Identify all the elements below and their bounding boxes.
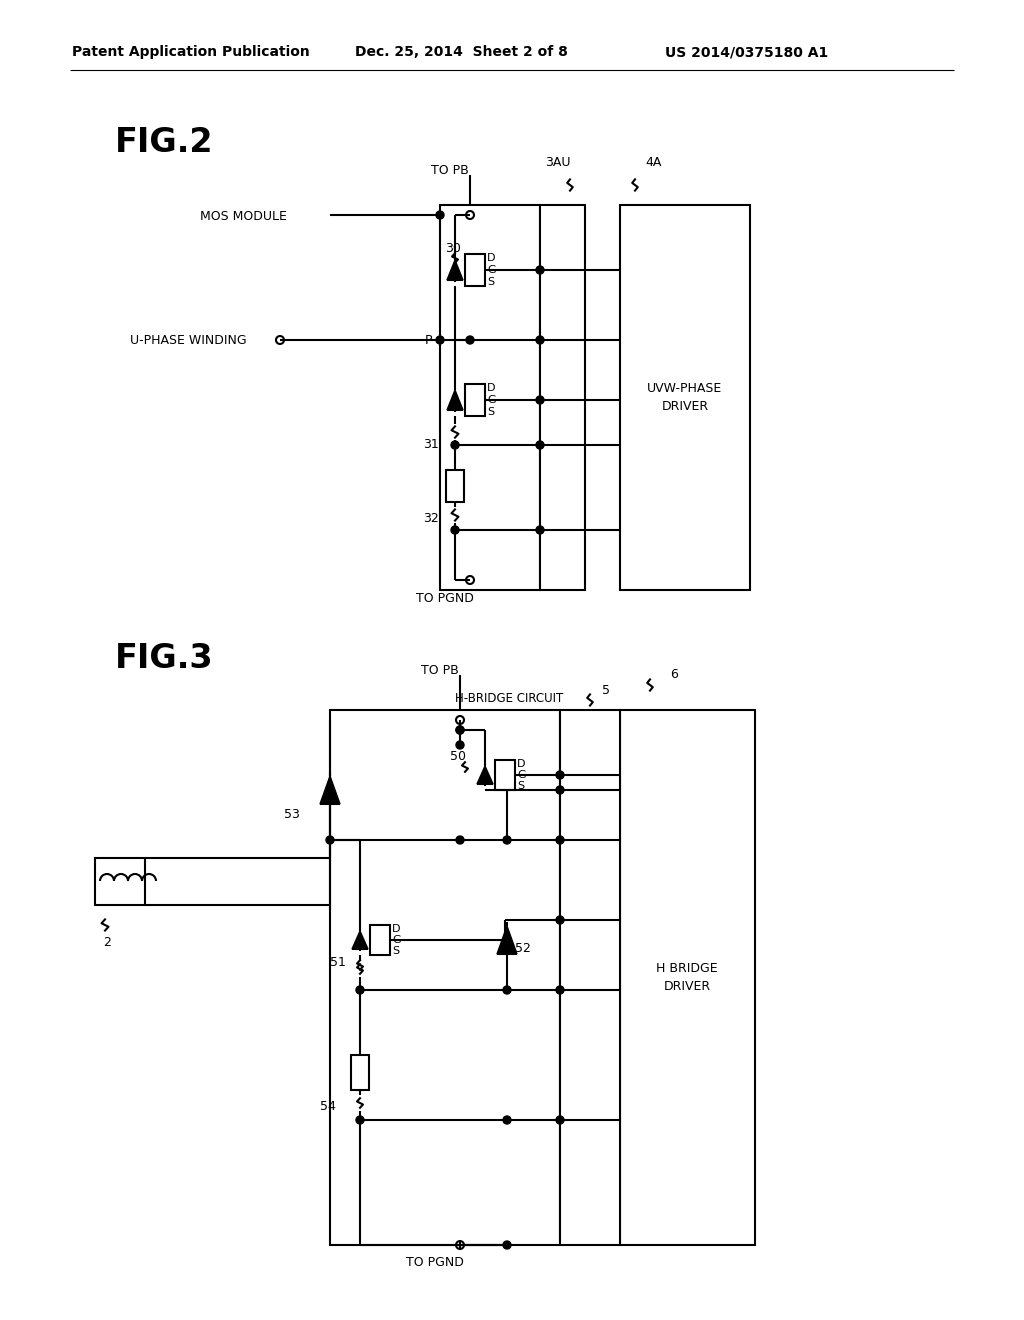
Text: TO PB: TO PB <box>431 164 469 177</box>
Text: 51: 51 <box>330 957 346 969</box>
Text: TO PGND: TO PGND <box>407 1257 464 1270</box>
Circle shape <box>326 836 334 843</box>
Text: 5: 5 <box>602 684 610 697</box>
Circle shape <box>451 525 459 535</box>
Polygon shape <box>477 766 493 784</box>
Bar <box>95 858 145 906</box>
Bar <box>370 925 390 954</box>
Bar <box>330 710 560 1245</box>
Bar <box>446 470 464 502</box>
Text: G: G <box>487 265 496 275</box>
Text: TO PB: TO PB <box>421 664 459 676</box>
Text: P: P <box>425 334 432 347</box>
Text: 31: 31 <box>423 437 438 450</box>
Circle shape <box>503 836 511 843</box>
Text: D: D <box>392 924 400 935</box>
Circle shape <box>556 986 564 994</box>
Text: 2: 2 <box>103 936 111 949</box>
Bar <box>620 710 755 1245</box>
Circle shape <box>456 836 464 843</box>
Bar <box>560 710 620 1245</box>
Text: UVW-PHASE: UVW-PHASE <box>647 383 723 396</box>
Bar <box>620 205 750 590</box>
Polygon shape <box>447 389 463 411</box>
Text: 53: 53 <box>284 808 300 821</box>
Circle shape <box>503 986 511 994</box>
Bar <box>465 253 485 286</box>
Text: US 2014/0375180 A1: US 2014/0375180 A1 <box>665 45 828 59</box>
Polygon shape <box>447 260 463 280</box>
Circle shape <box>536 396 544 404</box>
Text: 50: 50 <box>450 751 466 763</box>
Text: MOS MODULE: MOS MODULE <box>200 210 287 223</box>
Text: G: G <box>392 935 400 945</box>
Circle shape <box>503 1241 511 1249</box>
Text: DRIVER: DRIVER <box>664 981 711 994</box>
Text: 6: 6 <box>670 668 678 681</box>
Circle shape <box>536 267 544 275</box>
Bar <box>351 1055 369 1090</box>
Text: S: S <box>392 946 399 956</box>
Text: FIG.2: FIG.2 <box>115 127 213 160</box>
Circle shape <box>503 1115 511 1125</box>
Circle shape <box>356 986 364 994</box>
Circle shape <box>556 785 564 795</box>
Text: 4A: 4A <box>645 157 662 169</box>
Circle shape <box>466 337 474 345</box>
Bar <box>440 205 540 590</box>
Polygon shape <box>352 931 368 949</box>
Polygon shape <box>497 927 517 954</box>
Circle shape <box>556 836 564 843</box>
Circle shape <box>556 771 564 779</box>
Text: S: S <box>487 407 495 417</box>
Circle shape <box>451 441 459 449</box>
Text: U-PHASE WINDING: U-PHASE WINDING <box>130 334 247 347</box>
Text: TO PGND: TO PGND <box>416 591 474 605</box>
Text: Dec. 25, 2014  Sheet 2 of 8: Dec. 25, 2014 Sheet 2 of 8 <box>355 45 568 59</box>
Circle shape <box>436 337 444 345</box>
Text: D: D <box>487 253 496 263</box>
Text: 30: 30 <box>445 242 461 255</box>
Polygon shape <box>319 776 340 804</box>
Text: 32: 32 <box>423 511 438 524</box>
Text: 52: 52 <box>515 942 530 956</box>
Bar <box>495 760 515 789</box>
Text: H BRIDGE: H BRIDGE <box>656 962 718 975</box>
Text: FIG.3: FIG.3 <box>115 642 214 675</box>
Circle shape <box>556 916 564 924</box>
Text: G: G <box>517 770 525 780</box>
Circle shape <box>556 1115 564 1125</box>
Text: 3AU: 3AU <box>545 157 570 169</box>
Text: 54: 54 <box>319 1100 336 1113</box>
Text: Patent Application Publication: Patent Application Publication <box>72 45 309 59</box>
Circle shape <box>536 337 544 345</box>
Circle shape <box>436 211 444 219</box>
Text: H-BRIDGE CIRCUIT: H-BRIDGE CIRCUIT <box>455 692 563 705</box>
Bar <box>540 205 585 590</box>
Bar <box>465 384 485 416</box>
Text: DRIVER: DRIVER <box>662 400 709 413</box>
Circle shape <box>456 726 464 734</box>
Circle shape <box>536 441 544 449</box>
Text: S: S <box>517 781 524 791</box>
Text: D: D <box>487 383 496 393</box>
Text: S: S <box>487 277 495 286</box>
Circle shape <box>356 1115 364 1125</box>
Circle shape <box>456 726 464 734</box>
Text: G: G <box>487 395 496 405</box>
Text: D: D <box>517 759 525 770</box>
Circle shape <box>536 525 544 535</box>
Circle shape <box>456 741 464 748</box>
